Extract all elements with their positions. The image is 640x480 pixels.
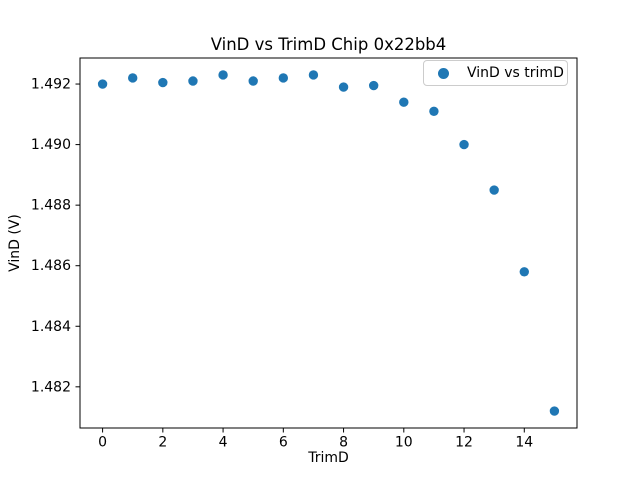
x-tick-label: 10 [395, 435, 413, 451]
data-point [128, 73, 138, 83]
axes-frame [79, 57, 578, 429]
data-point [188, 76, 198, 86]
x-tick-label: 2 [158, 435, 167, 451]
data-point [489, 185, 499, 195]
y-tick-label: 1.488 [31, 198, 71, 214]
y-tick-label: 1.484 [31, 319, 71, 335]
data-point [549, 406, 560, 416]
data-point [368, 80, 379, 91]
x-tick-label: 14 [515, 435, 533, 451]
y-tick-label: 1.490 [31, 137, 71, 153]
data-point [248, 76, 258, 86]
data-point [97, 79, 108, 89]
legend-label: VinD vs trimD [467, 65, 564, 81]
x-tick-label: 0 [98, 435, 107, 451]
y-tick-label: 1.492 [31, 77, 71, 93]
y-tick-label: 1.482 [31, 379, 71, 395]
x-tick-label: 4 [219, 435, 228, 451]
data-point [308, 70, 319, 80]
data-point [158, 77, 168, 88]
x-axis-label: TrimD [308, 450, 349, 466]
legend: VinD vs trimD [423, 60, 568, 86]
data-point [338, 82, 349, 92]
data-point [218, 70, 228, 80]
data-point [278, 73, 289, 83]
x-tick-label: 12 [455, 435, 473, 451]
x-tick-label: 6 [279, 435, 288, 451]
y-tick-label: 1.486 [31, 258, 71, 274]
chart-title: VinD vs TrimD Chip 0x22bb4 [210, 35, 447, 54]
data-point [459, 139, 469, 150]
x-tick-label: 8 [339, 435, 348, 451]
data-point [429, 106, 439, 116]
legend-circle-icon [438, 67, 449, 79]
data-point [519, 267, 529, 277]
data-point [399, 97, 409, 107]
